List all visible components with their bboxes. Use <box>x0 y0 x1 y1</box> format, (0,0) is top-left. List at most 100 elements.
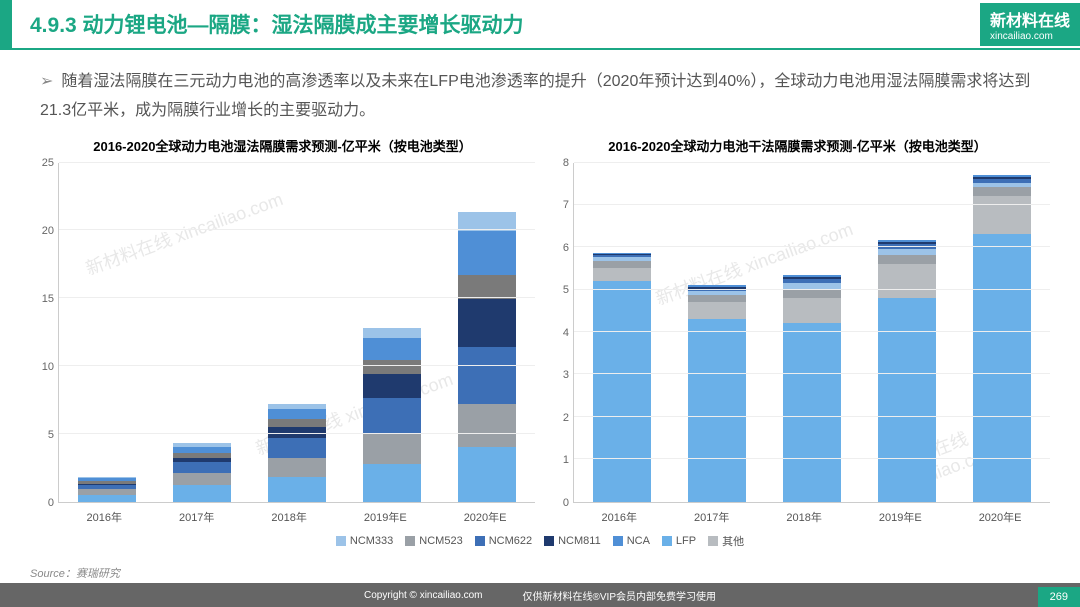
ytick: 1 <box>563 454 569 466</box>
gridline <box>574 204 1050 205</box>
bar-segment <box>593 268 651 281</box>
bar-segment <box>173 462 231 473</box>
bullet-icon: ➢ <box>40 73 53 90</box>
legend-swatch <box>613 536 623 546</box>
page-title: 4.9.3 动力锂电池—隔膜：湿法隔膜成主要增长驱动力 <box>30 9 524 39</box>
description: ➢随着湿法隔膜在三元动力电池的高渗透率以及未来在LFP电池渗透率的提升（2020… <box>0 50 1080 136</box>
xtick: 2019年E <box>879 509 922 525</box>
legend-item: NCM622 <box>475 533 532 549</box>
gridline <box>574 373 1050 374</box>
accent-bar <box>0 0 12 50</box>
gridline <box>574 162 1050 163</box>
chart1-yaxis: 0510152025 <box>30 163 58 503</box>
chart-dry: 2016-2020全球动力电池干法隔膜需求预测-亿平米（按电池类型） 01234… <box>545 136 1050 525</box>
bar <box>593 253 651 502</box>
gridline <box>574 331 1050 332</box>
xtick: 2017年 <box>694 509 729 525</box>
bar-segment <box>268 409 326 419</box>
ytick: 10 <box>42 361 54 373</box>
legend-label: NCM523 <box>419 535 462 547</box>
header: 4.9.3 动力锂电池—隔膜：湿法隔膜成主要增长驱动力 新材料在线 xincai… <box>0 0 1080 50</box>
bar-segment <box>458 347 516 404</box>
xtick: 2018年 <box>786 509 821 525</box>
bar-segment <box>688 302 746 319</box>
chart1-grid <box>58 163 535 503</box>
legend-label: 其他 <box>722 533 744 549</box>
chart2-title: 2016-2020全球动力电池干法隔膜需求预测-亿平米（按电池类型） <box>545 136 1050 155</box>
bar-segment <box>78 495 136 502</box>
bar-segment <box>783 298 841 324</box>
bar <box>973 175 1031 501</box>
bar-segment <box>363 398 421 433</box>
bar <box>78 477 136 501</box>
chart2-yaxis: 012345678 <box>545 163 573 503</box>
gridline <box>574 246 1050 247</box>
chart2-bars <box>574 163 1050 502</box>
ytick: 6 <box>563 242 569 254</box>
legend-item: NCM811 <box>544 533 601 549</box>
xtick: 2018年 <box>271 509 306 525</box>
legend-label: LFP <box>676 535 696 547</box>
chart1-plot: 0510152025 <box>30 163 535 503</box>
bar <box>783 275 841 502</box>
bar-segment <box>363 338 421 360</box>
ytick: 15 <box>42 293 54 305</box>
bar-segment <box>458 447 516 501</box>
bar-segment <box>783 289 841 298</box>
ytick: 7 <box>563 199 569 211</box>
bar <box>688 285 746 502</box>
chart2-grid <box>573 163 1050 503</box>
ytick: 5 <box>48 429 54 441</box>
bar-segment <box>363 374 421 398</box>
legend-item: LFP <box>662 533 696 549</box>
xtick: 2016年 <box>601 509 636 525</box>
bar-segment <box>688 319 746 502</box>
bar-segment <box>363 464 421 502</box>
bar <box>173 443 231 501</box>
legend-item: NCM523 <box>405 533 462 549</box>
legend-swatch <box>336 536 346 546</box>
legend: NCM333 NCM523 NCM622 NCM811 NCA LFP 其他 <box>0 533 1080 549</box>
chart2-xaxis: 2016年2017年2018年2019年E2020年E <box>573 509 1050 525</box>
bar-segment <box>268 477 326 501</box>
bar-segment <box>878 264 936 298</box>
bar-segment <box>878 298 936 502</box>
chart2-plot: 012345678 <box>545 163 1050 503</box>
bar-segment <box>268 458 326 477</box>
bar-segment <box>173 473 231 485</box>
bar-segment <box>973 187 1031 196</box>
xtick: 2017年 <box>179 509 214 525</box>
bar-segment <box>268 438 326 458</box>
source-text: Source：赛瑞研究 <box>30 565 120 581</box>
gridline <box>574 458 1050 459</box>
bar <box>363 328 421 502</box>
bar-segment <box>593 281 651 502</box>
legend-item: NCM333 <box>336 533 393 549</box>
footer-note: 仅供新材料在线®VIP会员内部免费学习使用 <box>523 588 717 603</box>
bar <box>268 404 326 502</box>
bar-segment <box>173 485 231 501</box>
logo: 新材料在线 xincailiao.com <box>980 3 1080 46</box>
footer-bar: Copyright © xincailiao.com 仅供新材料在线®VIP会员… <box>0 583 1080 607</box>
legend-swatch <box>544 536 554 546</box>
gridline <box>574 416 1050 417</box>
xtick: 2019年E <box>364 509 407 525</box>
bar-segment <box>973 196 1031 234</box>
bar-segment <box>458 299 516 347</box>
logo-main: 新材料在线 <box>990 7 1070 31</box>
bar-segment <box>458 275 516 299</box>
legend-label: NCA <box>627 535 650 547</box>
legend-label: NCM622 <box>489 535 532 547</box>
ytick: 8 <box>563 157 569 169</box>
ytick: 0 <box>48 497 54 509</box>
copyright: Copyright © xincailiao.com <box>364 590 483 601</box>
ytick: 5 <box>563 284 569 296</box>
gridline <box>59 365 535 366</box>
gridline <box>59 162 535 163</box>
legend-item: NCA <box>613 533 650 549</box>
chart1-xaxis: 2016年2017年2018年2019年E2020年E <box>58 509 535 525</box>
xtick: 2016年 <box>86 509 121 525</box>
ytick: 20 <box>42 225 54 237</box>
bar-segment <box>783 323 841 502</box>
ytick: 0 <box>563 497 569 509</box>
